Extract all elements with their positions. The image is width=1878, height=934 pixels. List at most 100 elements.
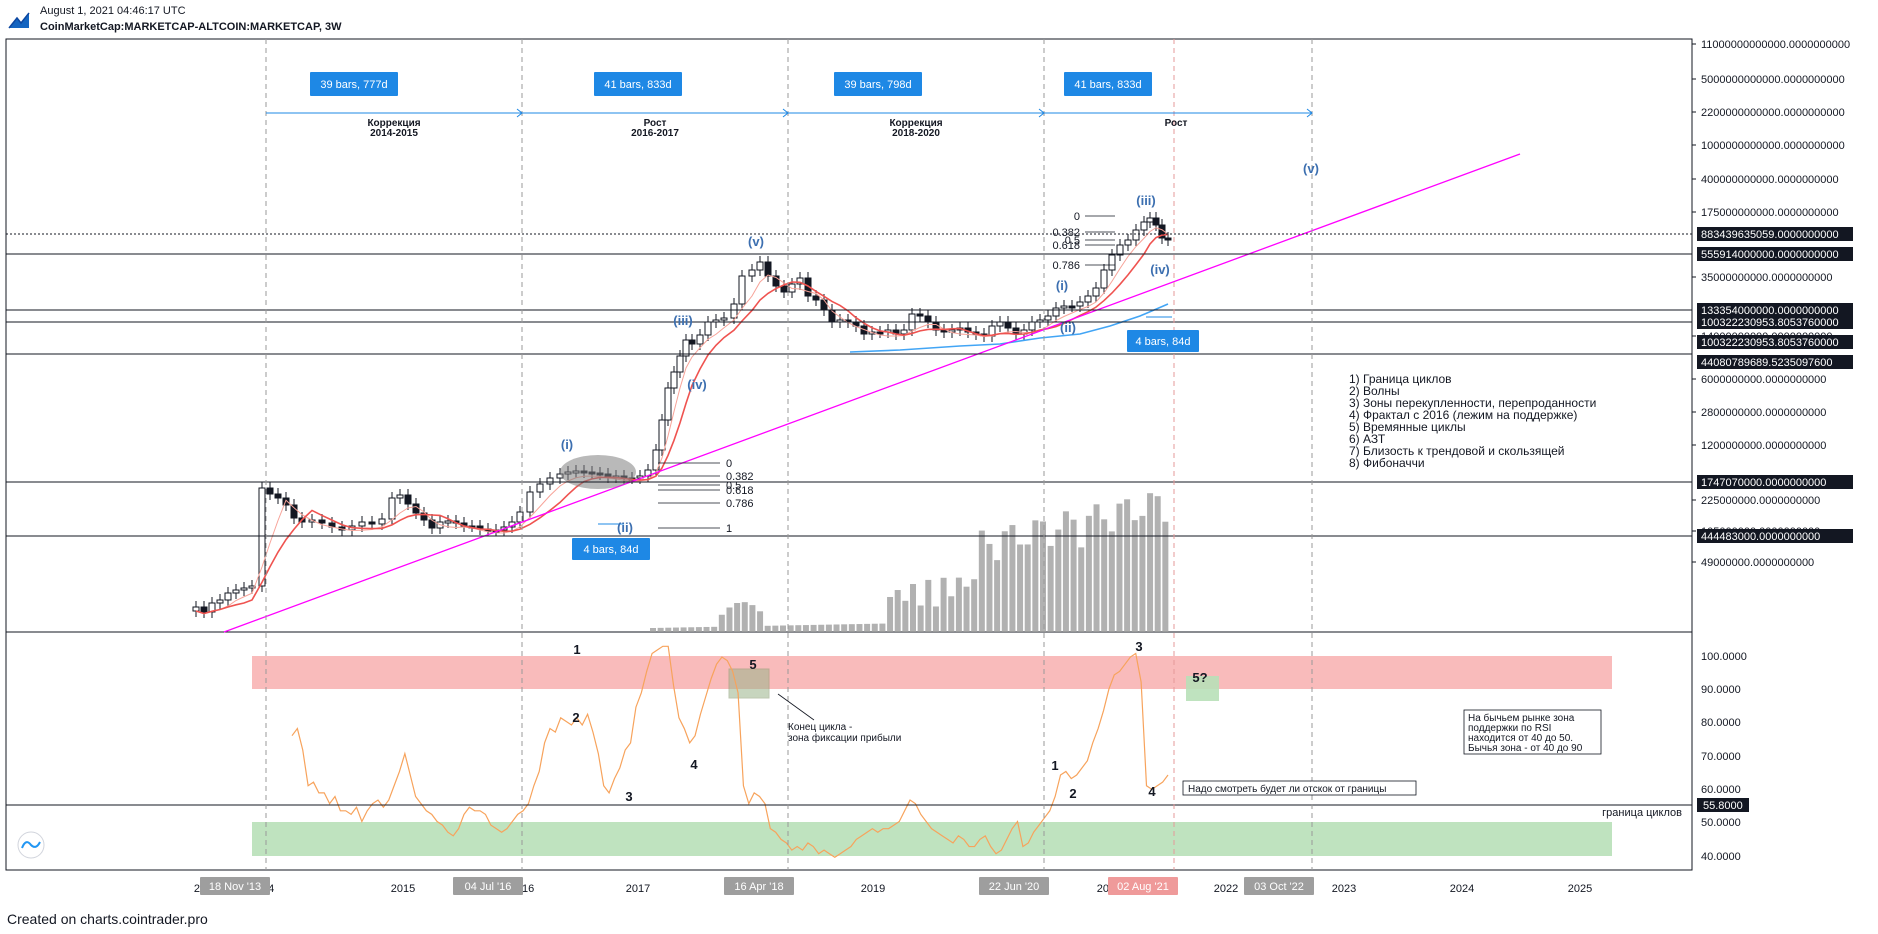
candle-body <box>688 339 696 345</box>
date-tag-bg <box>200 877 270 895</box>
volume-bar <box>1124 499 1131 632</box>
bounce-annotation: Надо смотреть будет ли отскок от границы <box>1188 783 1386 795</box>
candle-body <box>1146 217 1154 223</box>
volume-bar <box>887 596 894 632</box>
date-tag-bg <box>1108 877 1178 895</box>
volume-bar <box>688 627 695 632</box>
short-range-label-right: 4 bars, 84d <box>1135 336 1190 348</box>
wave-label: (ii) <box>617 520 633 535</box>
volume-bar <box>902 600 909 632</box>
y-axis-tick-label: 35000000000.0000000000 <box>1701 272 1833 284</box>
legend-item: 5) Времянные циклы <box>1349 420 1466 434</box>
volume-bar <box>787 625 794 632</box>
price-levels <box>6 233 1692 806</box>
annotation-arrow <box>777 693 815 721</box>
candle-body <box>1152 217 1160 226</box>
volume-bar <box>940 577 947 632</box>
candle-body <box>258 487 266 587</box>
wave-label: (i) <box>1056 278 1068 293</box>
y-axis-tick-label: 2200000000000.0000000000 <box>1701 107 1845 119</box>
range-phase-label: 2014-2015 <box>370 128 418 139</box>
volume-bar <box>910 584 916 632</box>
volume-bar <box>1131 520 1138 632</box>
bull-zone-annotation: Бычья зона - от 40 до 90 <box>1468 743 1583 754</box>
price-level-label: 1747070000.0000000000 <box>1701 477 1826 489</box>
fib-label-right: 0.786 <box>1052 260 1080 272</box>
volume-bar <box>1093 504 1100 632</box>
rsi-axis-tick-label: 40.0000 <box>1701 851 1741 863</box>
candle-body <box>828 309 836 323</box>
range-bars-label-bg <box>834 72 922 96</box>
rsi-wave-label: 4 <box>690 757 698 772</box>
volume-bar <box>1147 493 1154 632</box>
price-level-label: 100322230953.8053760000 <box>1701 317 1839 329</box>
range-bars-label: 41 bars, 833d <box>1074 79 1141 91</box>
wave-label: (v) <box>748 234 764 249</box>
date-tag: 16 Apr '18 <box>734 881 783 893</box>
bull-zone-annotation: На бычьем рынке зона <box>1468 712 1575 724</box>
range-bars-label-bg <box>1064 72 1152 96</box>
candle-body <box>1108 254 1116 271</box>
volume-bar <box>833 624 840 632</box>
candle-body <box>290 504 298 519</box>
candle-body <box>676 355 684 373</box>
rsi-current-value: 55.8000 <box>1703 800 1743 812</box>
candle-body <box>756 261 764 271</box>
candle-body <box>1124 239 1132 246</box>
y-axis-tick-label: 175000000000.0000000000 <box>1701 207 1839 219</box>
range-phase-label: Рост <box>1165 118 1188 129</box>
short-range-label-left-bg <box>572 538 650 560</box>
volume-bar <box>657 627 664 632</box>
trend-line <box>223 153 1521 633</box>
fib-label-right: 0 <box>1074 211 1080 223</box>
volume-bar <box>1009 525 1016 632</box>
volume-bar <box>871 623 878 632</box>
candle-body <box>1060 305 1068 309</box>
volume-bar <box>757 611 764 632</box>
volume-bar <box>971 579 978 632</box>
volume-bar <box>818 624 825 632</box>
candle-body <box>748 269 756 277</box>
date-tag-bg <box>1244 877 1314 895</box>
volume-bar <box>672 627 679 632</box>
volume-bar <box>680 627 687 632</box>
short-range-label-right-bg <box>1127 330 1199 352</box>
range-bars-label-bg <box>594 72 682 96</box>
cycle-boundary-label: граница циклов <box>1602 807 1682 819</box>
wave-label: (i) <box>561 437 573 452</box>
volume-bar <box>848 624 855 632</box>
fib-label: 0.5 <box>726 480 741 492</box>
candle-body <box>652 449 660 471</box>
bounce-note-box <box>1182 780 1417 796</box>
volume-bar <box>810 624 817 632</box>
legend-item: 8) Фибоначчи <box>1349 456 1425 470</box>
rsi-wave-label: 5 <box>749 657 756 672</box>
candle-body <box>266 487 274 495</box>
volume-bar <box>741 602 748 632</box>
volume-bar <box>894 590 901 632</box>
candle-body <box>876 331 884 335</box>
candle-body <box>1076 301 1084 307</box>
oversold-zone <box>252 822 1612 856</box>
range-bars-label: 41 bars, 833d <box>604 79 671 91</box>
chart-canvas[interactable]: 11000000000000.00000000005000000000000.0… <box>0 0 1878 910</box>
fractal-ellipse <box>560 455 636 489</box>
candle-body <box>526 491 534 513</box>
bull-zone-annotation: находится от 40 до 50. <box>1468 733 1573 744</box>
candle-body <box>224 592 232 601</box>
range-phase-label: Рост <box>644 118 667 129</box>
volume-bar <box>1001 531 1008 632</box>
x-axis-tick-label: 2025 <box>1568 883 1592 895</box>
volume-bar <box>1154 496 1161 632</box>
ema-mid-line <box>195 233 1169 615</box>
candle-body <box>1132 229 1140 241</box>
rsi-wave-label: 3 <box>1135 639 1142 654</box>
candle-body <box>536 483 544 493</box>
volume-bar <box>856 624 863 632</box>
y-axis-tick-label: 2800000000.0000000000 <box>1701 407 1826 419</box>
candle-body <box>358 521 366 527</box>
date-tag: 22 Jun '20 <box>989 881 1039 893</box>
candle-body <box>730 303 738 319</box>
bull-zone-box <box>1463 709 1602 755</box>
fib-label-right: 0.5 <box>1065 235 1080 247</box>
